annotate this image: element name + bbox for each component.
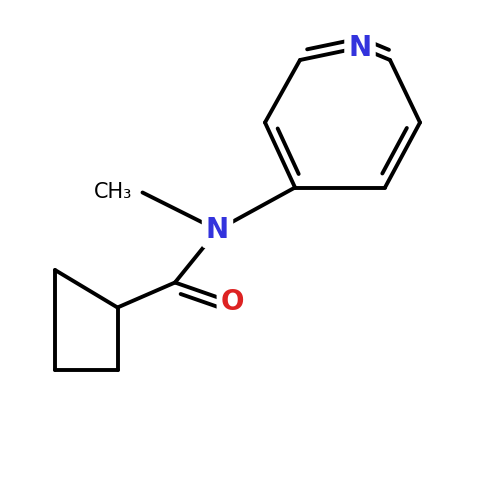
Text: N: N — [348, 34, 372, 62]
Text: CH₃: CH₃ — [94, 182, 132, 203]
Text: N: N — [206, 216, 229, 244]
Text: O: O — [221, 288, 244, 316]
